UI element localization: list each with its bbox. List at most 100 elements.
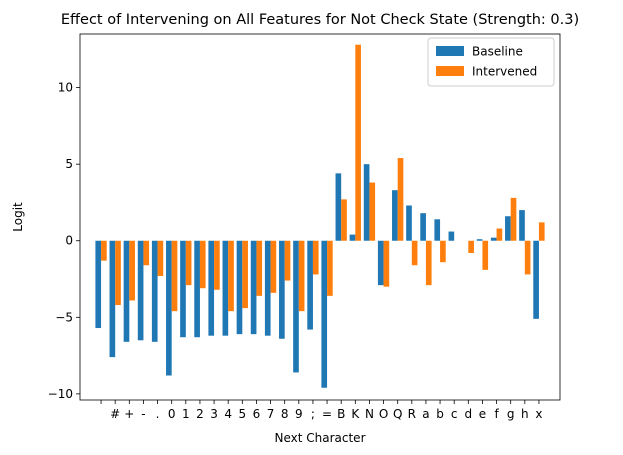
bar-intervened-24 [440, 240, 446, 263]
x-tick-label: c [451, 407, 458, 421]
y-tick-label: 5 [65, 157, 73, 171]
bar-intervened-4 [157, 240, 164, 276]
chart-title: Effect of Intervening on All Features fo… [61, 12, 579, 28]
bar-intervened-0 [101, 240, 107, 261]
bar-baseline-14 [293, 240, 299, 373]
x-tick-label: 4 [224, 407, 232, 421]
bar-intervened-30 [524, 240, 531, 275]
y-tick-label: 0 [65, 234, 73, 248]
bar-intervened-26 [468, 240, 474, 253]
x-tick-label: O [379, 407, 388, 421]
bar-baseline-9 [222, 240, 229, 336]
x-tick-label: g [507, 407, 515, 421]
bar-baseline-8 [208, 240, 215, 336]
x-tick-label: x [535, 407, 542, 421]
x-tick-label: . [156, 407, 160, 421]
x-tick-label: 5 [238, 407, 246, 421]
legend: Baseline Intervened [427, 37, 555, 87]
bar-intervened-15 [312, 240, 319, 275]
legend-label: Baseline [472, 45, 523, 59]
bar-baseline-10 [236, 240, 243, 335]
bar-intervened-8 [214, 240, 220, 290]
x-tick-label: a [422, 407, 429, 421]
bar-baseline-31 [533, 240, 539, 319]
legend-swatch [436, 46, 464, 56]
bar-intervened-20 [383, 240, 390, 287]
bar-intervened-18 [355, 44, 361, 241]
bar-intervened-16 [327, 240, 333, 296]
bar-intervened-28 [496, 228, 503, 241]
bar-baseline-22 [406, 205, 412, 241]
x-tick-label: 6 [253, 407, 261, 421]
bar-baseline-27 [476, 239, 483, 241]
x-tick-label: ; [311, 407, 315, 421]
legend-label: Intervened [472, 65, 537, 79]
bar-intervened-23 [425, 240, 432, 286]
bar-baseline-17 [335, 173, 342, 241]
bar-baseline-7 [194, 240, 200, 338]
x-tick-label: B [337, 407, 345, 421]
x-tick-label: 9 [295, 407, 303, 421]
x-tick-label: 7 [267, 407, 275, 421]
series-intervened [101, 44, 545, 312]
bar-intervened-17 [341, 199, 347, 241]
x-tick-label: b [436, 407, 444, 421]
x-tick-label: # [110, 407, 120, 421]
bar-baseline-12 [264, 240, 271, 336]
legend-swatch [436, 66, 464, 76]
y-axis: −10 −5 0 5 10 [48, 81, 80, 401]
bar-baseline-19 [363, 164, 370, 241]
bar-intervened-3 [143, 240, 150, 266]
bar-baseline-0 [95, 240, 102, 329]
bar-baseline-3 [137, 240, 144, 341]
x-tick-label: h [521, 407, 529, 421]
bar-baseline-5 [166, 240, 172, 376]
x-tick-label: 3 [210, 407, 218, 421]
bar-baseline-16 [321, 240, 328, 388]
bar-baseline-29 [505, 216, 511, 241]
bar-baseline-13 [279, 240, 285, 339]
bar-intervened-10 [242, 240, 248, 309]
x-tick-label: + [124, 407, 134, 421]
bar-baseline-15 [307, 240, 313, 330]
x-tick-label: f [494, 407, 499, 421]
bar-intervened-13 [284, 240, 291, 281]
x-tick-label: 8 [281, 407, 289, 421]
plot-frame [79, 33, 561, 401]
bar-baseline-21 [392, 190, 398, 241]
bar-baseline-6 [180, 240, 186, 338]
bar-baseline-24 [434, 219, 441, 241]
bar-intervened-2 [129, 240, 135, 301]
x-tick-label: 1 [182, 407, 190, 421]
bar-intervened-29 [510, 197, 517, 241]
y-tick-label: −10 [48, 387, 73, 401]
bar-intervened-19 [369, 182, 376, 241]
y-tick-label: 10 [58, 81, 73, 95]
x-axis-label: Next Character [274, 431, 365, 445]
bar-baseline-11 [250, 240, 257, 335]
bar-intervened-12 [270, 240, 277, 293]
x-tick-label: d [465, 407, 473, 421]
x-tick-label: Q [393, 407, 402, 421]
bar-intervened-6 [185, 240, 192, 286]
x-tick-label: N [365, 407, 374, 421]
bar-intervened-11 [256, 240, 263, 296]
bar-baseline-20 [377, 240, 384, 286]
series-baseline [95, 164, 539, 388]
x-tick-label: R [408, 407, 416, 421]
bar-intervened-27 [482, 240, 489, 270]
bar-intervened-1 [115, 240, 121, 306]
bar-baseline-18 [349, 234, 356, 241]
x-tick-label: K [351, 407, 360, 421]
bar-intervened-5 [171, 240, 178, 312]
bar-intervened-21 [397, 158, 404, 241]
bar-baseline-4 [151, 240, 158, 342]
plot-area [79, 33, 561, 401]
bar-intervened-7 [199, 240, 206, 289]
bar-baseline-30 [519, 210, 525, 241]
x-tick-label: = [322, 407, 332, 421]
bar-baseline-1 [109, 240, 116, 358]
x-tick-label: 2 [196, 407, 204, 421]
